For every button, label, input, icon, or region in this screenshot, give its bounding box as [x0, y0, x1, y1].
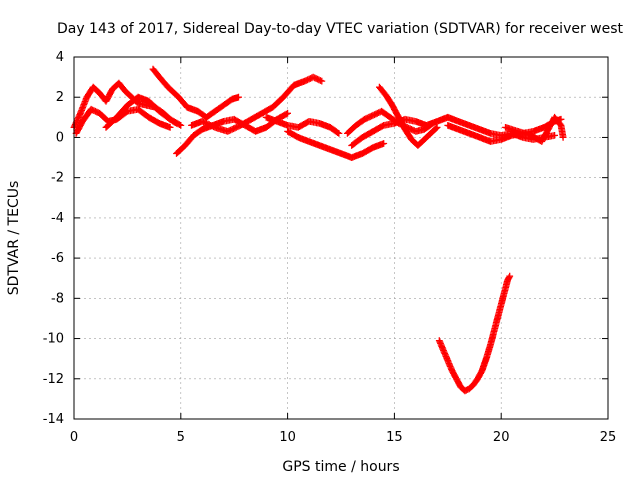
- y-axis-label: SDTVAR / TECUs: [6, 181, 22, 296]
- series-track-4: [149, 65, 242, 121]
- y-tick-label: -12: [43, 372, 64, 387]
- plus-markers: [102, 93, 185, 131]
- y-tick-label: 0: [56, 130, 64, 145]
- plus-markers: [262, 113, 343, 137]
- plus-markers: [435, 272, 514, 395]
- plot-frame: [73, 56, 609, 420]
- series-track-10: [376, 83, 441, 149]
- grid-layer: [74, 57, 608, 419]
- chart-title: Day 143 of 2017, Sidereal Day-to-day VTE…: [57, 21, 624, 37]
- tick-layer: 0 5 10 15 20 25 -14 -12 -10 -8 -6 -4 -2 0 2 4: [43, 50, 617, 445]
- y-tick-label: -14: [43, 412, 64, 427]
- y-tick-label: -2: [51, 171, 64, 186]
- x-tick-label: 5: [177, 430, 185, 445]
- series-track-3: [102, 93, 185, 131]
- y-tick-label: -10: [43, 332, 64, 347]
- x-tick-label: 10: [279, 430, 296, 445]
- data-layer: [70, 65, 567, 395]
- series-track-7: [262, 113, 343, 137]
- series-track-6: [188, 73, 326, 135]
- plus-markers: [284, 128, 388, 161]
- plus-markers: [188, 73, 326, 135]
- y-tick-label: -8: [51, 291, 64, 306]
- series-track-14: [435, 272, 514, 395]
- series-track-8: [284, 128, 388, 161]
- x-tick-label: 25: [600, 430, 617, 445]
- x-axis-label: GPS time / hours: [282, 459, 399, 475]
- plus-markers: [502, 113, 567, 145]
- y-tick-label: -6: [51, 251, 64, 266]
- x-tick-label: 15: [386, 430, 403, 445]
- x-tick-label: 20: [493, 430, 510, 445]
- x-tick-label: 0: [70, 430, 78, 445]
- y-tick-label: -4: [51, 211, 64, 226]
- plus-markers: [376, 83, 441, 149]
- series-track-13: [502, 113, 567, 145]
- y-tick-label: 4: [56, 50, 64, 65]
- plus-markers: [149, 65, 242, 121]
- y-tick-label: 2: [56, 90, 64, 105]
